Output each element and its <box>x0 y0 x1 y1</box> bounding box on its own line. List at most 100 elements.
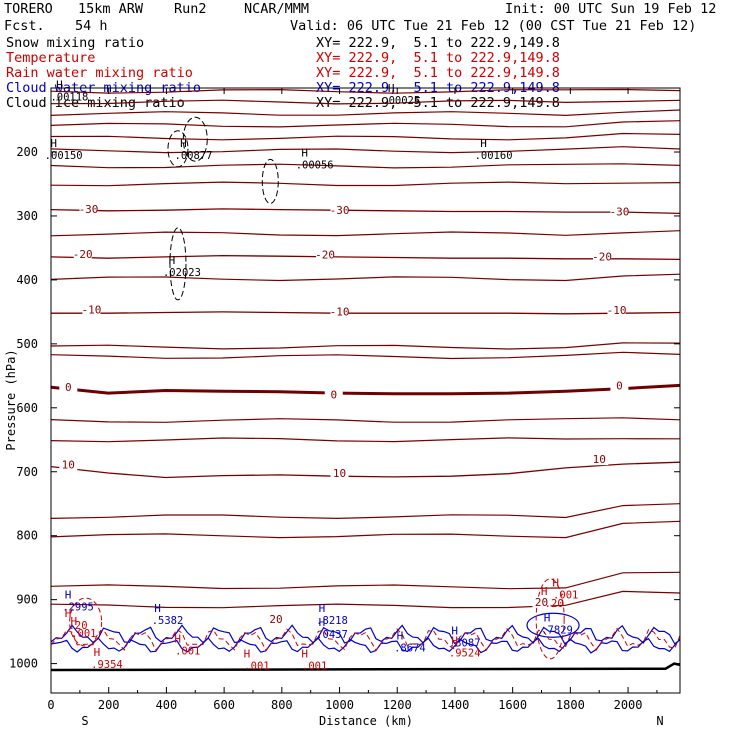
isotherm-line <box>50 351 681 360</box>
rain-water-contour <box>50 627 681 652</box>
maximum-value: .001 <box>71 628 96 640</box>
temperature-label: -20 <box>592 250 612 263</box>
temperature-label-bg <box>330 468 349 480</box>
legend-temperature-xy: XY= 222.9, 5.1 to 222.9,149.8 <box>316 50 560 66</box>
maximum-marker: H <box>50 137 57 150</box>
axis-ticks: 0 200 400 600 800 1000 1200 1400 1600 1800 2000200… <box>9 88 680 712</box>
temperature-label-bg <box>267 614 286 626</box>
temperature-label-bg <box>316 249 335 261</box>
maximum-marker: H <box>244 647 251 660</box>
isotherm-line <box>50 120 681 128</box>
maximum-value: .00056 <box>296 160 334 172</box>
cloud-ice-contour <box>167 130 189 168</box>
maximum-marker: H <box>301 147 308 160</box>
temperature-label-bg <box>59 459 78 471</box>
temperature-label-bg <box>593 251 612 263</box>
temperature-label: 10 <box>593 453 606 466</box>
maximum-value: .00160 <box>475 150 513 162</box>
maximum-marker: H <box>180 137 187 150</box>
maximum-value: .9524 <box>449 648 481 660</box>
legend-cloud-ice-xy: XY= 222.9, 5.1 to 222.9,149.8 <box>316 95 560 111</box>
temperature-label-bg <box>610 380 629 392</box>
maximum-value: .8674 <box>394 643 426 655</box>
endpoint-south: S <box>81 714 88 728</box>
init-time: Init: 00 UTC Sun 19 Feb 12 <box>505 1 717 17</box>
isotherm-line <box>50 503 681 520</box>
x-tick-label: 800 <box>271 698 293 712</box>
org-label: NCAR/MMM <box>244 1 310 17</box>
x-tick-label: 600 <box>213 698 235 712</box>
temperature-label-bg <box>330 306 349 318</box>
y-tick-label: 1000 <box>9 657 38 671</box>
isotherm-line <box>50 342 681 350</box>
maximum-value: .9354 <box>91 659 123 671</box>
temperature-label: 0 <box>65 381 72 394</box>
temperature-label-bg <box>532 596 551 608</box>
maximum-value: .001 <box>244 660 269 672</box>
temperature-contour <box>50 254 681 261</box>
isotherm-lines <box>50 88 681 609</box>
maximum-value: .001 <box>553 589 578 601</box>
maximum-marker: H <box>71 615 78 628</box>
isotherm-line <box>50 163 681 169</box>
temperature-label-bg <box>324 389 343 401</box>
x-tick-label: 1800 <box>556 698 585 712</box>
y-tick-label: 600 <box>16 401 38 415</box>
maxima-labels: H.00877 H.00056H.00160H.02023H.00025H.001… <box>45 78 579 672</box>
maximum-value: .5382 <box>152 615 184 627</box>
isotherm-line <box>50 417 681 423</box>
y-tick-label: 900 <box>16 593 38 607</box>
isotherm-line <box>50 109 681 117</box>
maximum-marker: H <box>301 647 308 660</box>
x-tick-label: 2000 <box>614 698 643 712</box>
temperature-label: 20 <box>535 596 548 609</box>
maximum-value: .7829 <box>541 625 573 637</box>
isotherm-line <box>50 590 681 609</box>
temperature-contour <box>50 383 681 396</box>
x-tick-label: 400 <box>156 698 178 712</box>
temperature-label-bg <box>330 204 349 216</box>
maximum-value: .20 <box>69 620 88 632</box>
y-axis-title: Pressure (hPa) <box>4 349 18 450</box>
maximum-value: .00025 <box>382 95 420 107</box>
maximum-value: .00150 <box>45 150 83 162</box>
isotherm-line <box>50 132 681 141</box>
temperature-label-bg <box>73 248 92 260</box>
resolution-label: 15km ARW <box>78 1 144 17</box>
cloud-ice-contours <box>167 116 279 301</box>
maximum-marker: H <box>319 602 326 615</box>
maximum-value: .00118 <box>50 91 88 103</box>
y-tick-label: 400 <box>16 273 38 287</box>
temperature-label: -30 <box>330 204 350 217</box>
plot-border <box>50 87 681 694</box>
temperature-label: 20 <box>269 613 282 626</box>
cloud-ice-contour <box>261 158 279 204</box>
terrain-line <box>50 662 681 672</box>
maximum-marker: H <box>174 633 181 646</box>
maximum-marker: H <box>541 585 548 598</box>
temperature-label: -20 <box>73 248 93 261</box>
temperature-label-bg <box>59 381 78 393</box>
maximum-value: .8218 <box>316 615 348 627</box>
temperature-label: 0 <box>616 380 623 393</box>
rain-water-contour <box>535 578 565 660</box>
maximum-value: .0437 <box>316 629 348 641</box>
y-tick-label: 200 <box>16 145 38 159</box>
cloud-water-contour <box>50 637 681 654</box>
legend-temperature-name: Temperature <box>6 50 96 66</box>
maximum-value: .3087 <box>449 637 481 649</box>
isotherm-line <box>50 230 681 237</box>
temperature-label-bg <box>610 206 629 218</box>
rain-water-contours <box>50 578 681 660</box>
temperature-label: -30 <box>609 206 629 219</box>
valid-time: Valid: 06 UTC Tue 21 Feb 12 (00 CST Tue … <box>290 18 697 34</box>
cloud-water-contour <box>50 624 681 645</box>
y-tick-label: 300 <box>16 209 38 223</box>
maximum-value: .001 <box>302 660 327 672</box>
terrain-line <box>50 662 681 672</box>
y-tick-label: 800 <box>16 529 38 543</box>
temperature-label: 10 <box>333 467 346 480</box>
maximum-marker: H <box>388 82 395 95</box>
temperature-label-bg <box>590 454 609 466</box>
